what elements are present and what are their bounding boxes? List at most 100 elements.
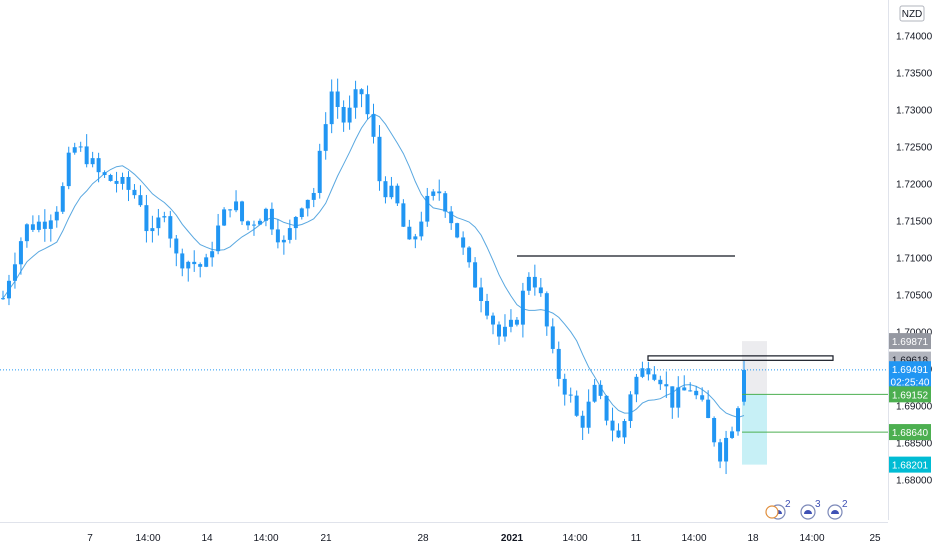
candle <box>455 222 460 239</box>
candle <box>718 438 723 469</box>
candle <box>30 215 35 233</box>
candle <box>126 171 131 202</box>
candle <box>174 234 179 267</box>
x-tick-label: 14:00 <box>799 533 824 544</box>
candle <box>234 190 239 213</box>
candle <box>491 312 496 335</box>
moving-average-line <box>2 113 745 419</box>
candle <box>407 219 412 240</box>
y-tick-label: 1.68500 <box>896 438 932 449</box>
candle <box>724 430 729 475</box>
candle <box>514 317 519 327</box>
candle <box>323 112 328 160</box>
candle <box>610 407 615 442</box>
target-zone[interactable] <box>742 341 767 395</box>
x-tick-label: 7 <box>87 533 93 544</box>
y-tick-label: 1.71500 <box>896 217 932 228</box>
supply-zone-box[interactable] <box>647 355 834 361</box>
candle <box>263 207 268 227</box>
candle <box>311 187 316 208</box>
candle <box>90 151 95 168</box>
price-badge-text: 1.69618 <box>892 356 929 367</box>
y-tick-label: 1.74000 <box>896 32 932 43</box>
price-badge: 02:25:40 <box>889 373 931 390</box>
price-badge-text: 1.69491 <box>892 365 929 376</box>
candle <box>568 387 573 403</box>
candle <box>341 100 346 132</box>
candles-layer <box>1 78 746 475</box>
candle <box>48 214 53 242</box>
candle <box>389 176 394 200</box>
x-tick-label: 18 <box>747 533 759 544</box>
candle <box>479 277 484 313</box>
candle <box>604 395 609 426</box>
candle <box>532 264 537 296</box>
candle <box>18 237 23 275</box>
candle <box>287 219 292 244</box>
event-badge[interactable]: 3 <box>800 499 821 520</box>
candle <box>329 79 334 134</box>
event-badge[interactable]: 2 <box>765 499 791 520</box>
y-tick-label: 1.71000 <box>896 254 932 265</box>
candle <box>216 213 221 255</box>
candle <box>60 182 65 215</box>
candle <box>132 184 137 199</box>
candle <box>413 233 418 249</box>
drawings-layer[interactable] <box>0 255 888 433</box>
x-tick-label: 21 <box>320 533 332 544</box>
candle <box>712 416 717 447</box>
candle <box>281 235 286 255</box>
candle <box>431 189 436 201</box>
candle <box>700 387 705 402</box>
candle <box>251 220 256 236</box>
candle <box>652 366 657 382</box>
candle <box>664 371 669 398</box>
candle <box>138 185 143 207</box>
candle <box>658 375 663 390</box>
candle <box>634 373 639 403</box>
candle <box>66 146 71 190</box>
candle <box>228 209 233 218</box>
candle <box>108 173 113 182</box>
candle <box>144 194 149 243</box>
candle <box>275 219 280 249</box>
candle <box>616 423 621 439</box>
candle <box>586 389 591 434</box>
candle <box>538 278 543 297</box>
candle <box>84 134 89 168</box>
candle <box>102 170 107 178</box>
time-axis[interactable]: 7 14:00 14 14:00 21 28 2021 14:00 11 14:00 18 14:00… <box>0 522 888 545</box>
price-axis[interactable]: 1.680001.685001.690001.695001.700001.705… <box>888 0 932 520</box>
candle <box>186 260 191 282</box>
candle <box>150 215 155 243</box>
position-zones <box>742 341 767 465</box>
x-tick-label: 28 <box>417 533 429 544</box>
candle <box>544 291 549 336</box>
candle <box>401 199 406 228</box>
candle <box>353 80 358 119</box>
reward-zone[interactable] <box>742 394 767 465</box>
event-badge[interactable]: 2 <box>827 499 848 520</box>
candle <box>508 309 513 333</box>
event-badges[interactable]: 2 3 2 <box>765 499 848 520</box>
candle <box>180 248 185 277</box>
x-tick-label: 14:00 <box>681 533 706 544</box>
candle <box>6 274 11 306</box>
candle <box>425 187 430 227</box>
candle <box>293 215 298 240</box>
candle <box>347 95 352 130</box>
candle <box>670 386 675 419</box>
candle <box>556 341 561 387</box>
candle <box>305 199 310 217</box>
y-tick-label: 1.72000 <box>896 180 932 191</box>
currency-label[interactable]: NZD <box>899 5 925 22</box>
candle <box>580 410 585 441</box>
event-count: 2 <box>785 499 791 510</box>
price-badge: 1.69152 <box>889 386 931 403</box>
x-tick-label: 14:00 <box>562 533 587 544</box>
x-tick-label: 11 <box>631 533 642 544</box>
candle <box>694 385 699 400</box>
candle <box>335 78 340 119</box>
candle <box>520 282 525 338</box>
